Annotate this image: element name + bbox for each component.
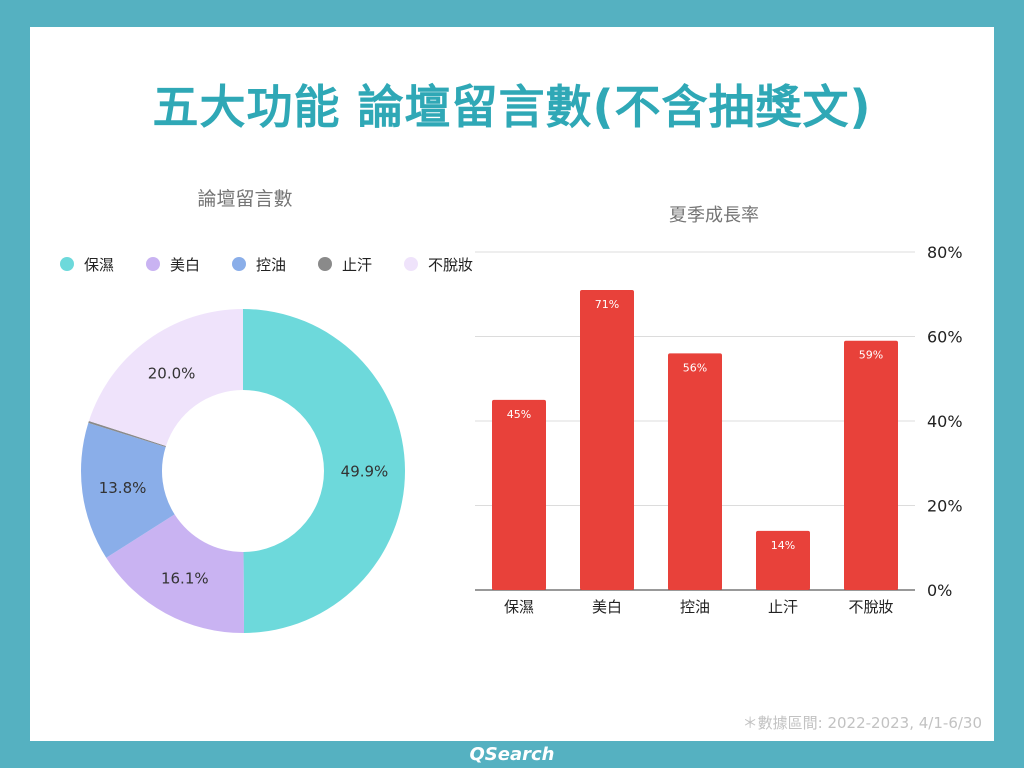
y-tick-label-4: 60%: [927, 328, 963, 347]
bar-1: [492, 399, 546, 590]
legend-swatch-2: [146, 257, 160, 271]
bar-5: [844, 340, 898, 590]
donut-label-2: 16.1%: [161, 570, 209, 588]
y-tick-label-2: 20%: [927, 497, 963, 516]
legend-swatch-5: [404, 257, 418, 271]
bar-chart-title: 夏季成長率: [669, 205, 759, 226]
bar-value-label-2: 71%: [595, 298, 619, 311]
bar-2: [580, 290, 634, 590]
legend-label-1: 保濕: [84, 256, 114, 274]
date-range-footnote: ＊數據區間: 2022-2023, 4/1-6/30: [742, 714, 982, 732]
legend-label-3: 控油: [256, 256, 286, 274]
legend-label-5: 不脫妝: [428, 256, 473, 274]
donut-label-1: 49.9%: [341, 463, 389, 481]
bar-value-label-4: 14%: [771, 539, 795, 552]
legend-swatch-1: [60, 257, 74, 271]
legend-swatch-4: [318, 257, 332, 271]
bar-value-label-3: 56%: [683, 361, 707, 374]
bar-value-label-1: 45%: [507, 408, 531, 421]
x-tick-label-1: 保濕: [504, 598, 534, 616]
brand-logo: QSearch: [469, 744, 555, 765]
bar-3: [668, 353, 722, 590]
x-tick-label-5: 不脫妝: [848, 598, 893, 616]
slide-title: 五大功能 論壇留言數(不含抽獎文): [152, 80, 872, 134]
donut-slice-1: [243, 309, 406, 633]
y-tick-label-5: 80%: [927, 243, 963, 262]
x-tick-label-4: 止汗: [768, 598, 798, 616]
donut-chart-title: 論壇留言數: [197, 188, 292, 210]
legend-swatch-3: [232, 257, 246, 271]
donut-slice-2: [106, 514, 245, 634]
legend-label-2: 美白: [170, 256, 200, 274]
donut-slice-4: [88, 420, 166, 447]
donut-slice-3: [80, 422, 175, 558]
donut-label-5: 20.0%: [148, 365, 196, 383]
donut-slice-5: [88, 309, 243, 446]
bar-4: [756, 530, 810, 590]
donut-label-3: 13.8%: [99, 479, 147, 497]
x-tick-label-3: 控油: [680, 598, 710, 616]
slide-card: 五大功能 論壇留言數(不含抽獎文) 論壇留言數 保濕 美白 控油 止汗 不脫妝 49.9% 1…: [30, 27, 994, 741]
bar-value-label-5: 59%: [859, 349, 883, 362]
x-tick-label-2: 美白: [592, 598, 622, 616]
y-tick-label-1: 0%: [927, 581, 952, 600]
legend-label-4: 止汗: [342, 256, 372, 274]
y-tick-label-3: 40%: [927, 412, 963, 431]
